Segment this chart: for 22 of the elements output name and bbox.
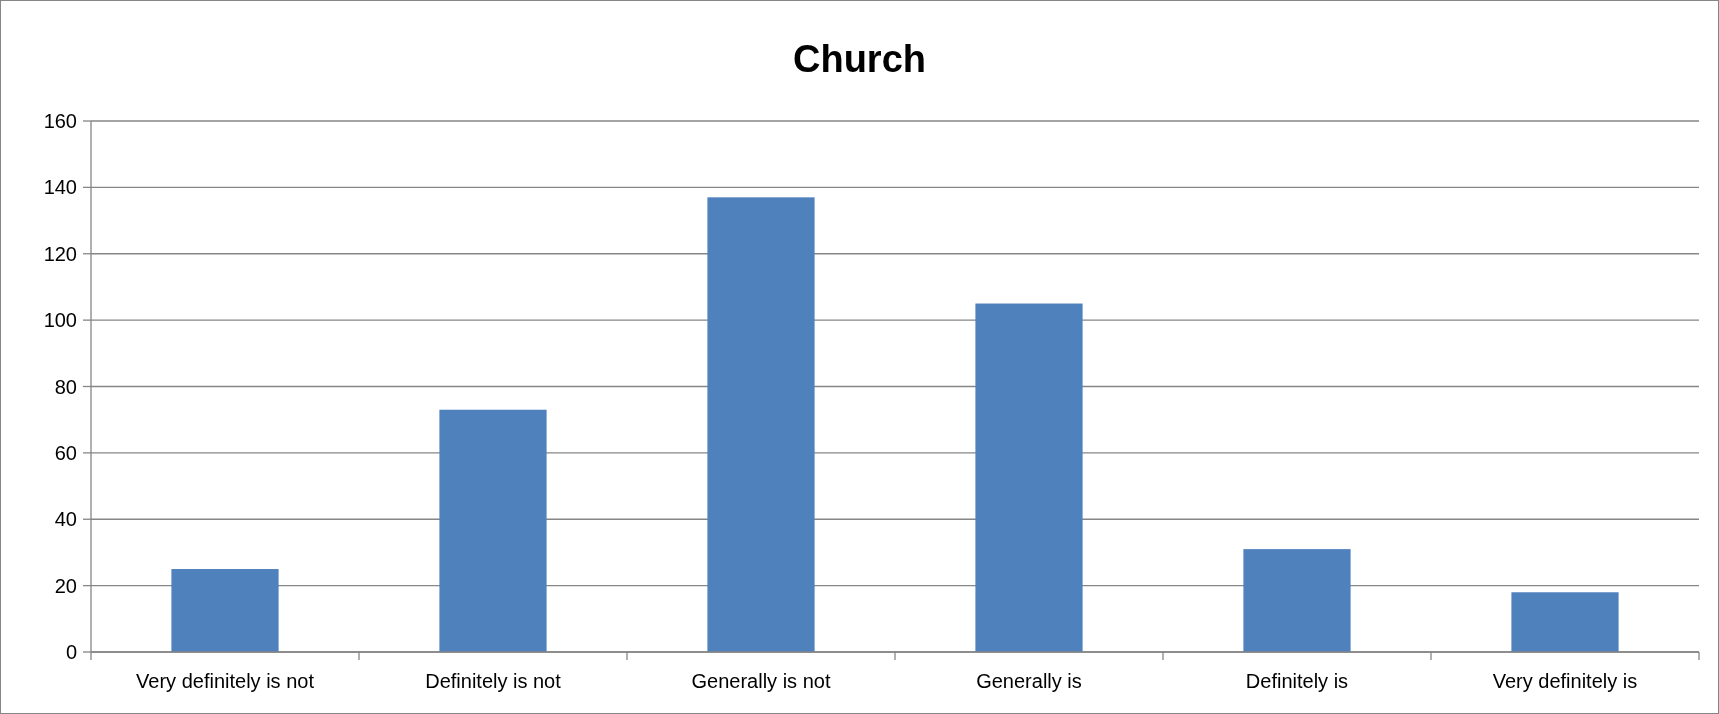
y-tick-label: 40: [54, 508, 77, 531]
y-tick-label: 120: [43, 242, 77, 265]
y-tick-label: 140: [43, 176, 77, 199]
bar: [171, 569, 279, 652]
y-tick-label: 20: [54, 574, 77, 597]
bar: [439, 409, 547, 652]
y-tick-label: 80: [54, 375, 77, 398]
y-tick-label: 100: [43, 309, 77, 332]
x-tick-label: Definitely is not: [425, 670, 562, 692]
x-tick-label: Very definitely is not: [136, 670, 315, 692]
chart-title: Church: [793, 38, 926, 80]
bar: [975, 303, 1083, 652]
x-tick-label: Definitely is: [1245, 670, 1349, 692]
y-tick-label: 0: [65, 641, 77, 663]
bar: [1243, 549, 1351, 652]
y-tick-label: 60: [54, 441, 77, 464]
x-tick-label: Very definitely is: [1492, 670, 1638, 692]
x-tick-label: Generally is: [976, 670, 1082, 692]
x-tick-label: Generally is not: [691, 670, 831, 692]
bar: [707, 197, 815, 652]
bar: [1511, 592, 1619, 652]
y-tick-label: 160: [43, 110, 77, 132]
